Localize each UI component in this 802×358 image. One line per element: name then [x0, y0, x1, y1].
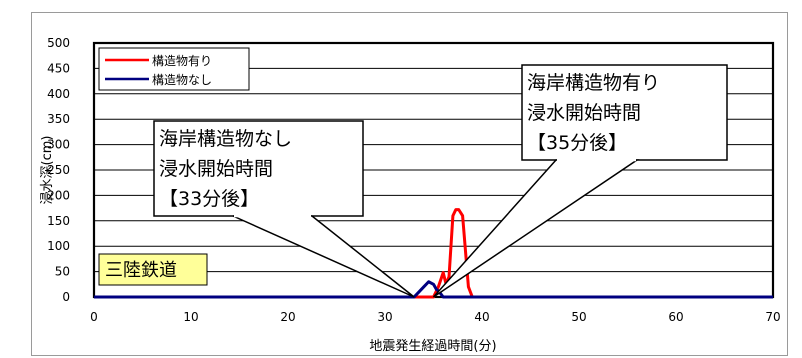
callout-line: 【33分後】: [159, 188, 259, 210]
x-tick-label: 60: [668, 310, 683, 324]
x-axis-title: 地震発生経過時間(分): [369, 339, 496, 354]
y-tick-label: 400: [47, 87, 70, 101]
callout-pointer: [233, 216, 414, 297]
x-tick-label: 50: [571, 310, 586, 324]
label-box: 三陸鉄道: [99, 254, 207, 285]
y-tick-label: 450: [47, 61, 70, 75]
y-tick-label: 50: [55, 265, 70, 279]
location-label: 三陸鉄道: [105, 260, 177, 281]
callout-line: 浸水開始時間: [527, 102, 641, 124]
legend-label: 構造物有り: [152, 54, 212, 68]
y-tick-label: 350: [47, 112, 70, 126]
y-axis-title: 浸水深(cm): [40, 136, 55, 205]
callout-line: 浸水開始時間: [159, 158, 273, 180]
callout-line: 海岸構造物有り: [527, 72, 660, 94]
x-tick-label: 40: [474, 310, 489, 324]
x-tick-label: 30: [377, 310, 392, 324]
callout-line: 海岸構造物なし: [159, 128, 292, 150]
chart-frame: 0 50 100 150 200 250 300 350 400 450 500 0 10 20 30 40 5…: [31, 12, 788, 356]
x-tick-label: 70: [765, 310, 780, 324]
x-tick-label: 10: [183, 310, 198, 324]
x-tick-label: 0: [90, 310, 98, 324]
legend-label: 構造物なし: [152, 73, 212, 87]
y-tick-label: 100: [47, 239, 70, 253]
y-tick-label: 500: [47, 36, 70, 50]
callout-line: 【35分後】: [527, 132, 627, 154]
y-tick-label: 150: [47, 214, 70, 228]
y-tick-label: 0: [62, 290, 70, 304]
x-tick-label: 20: [280, 310, 295, 324]
